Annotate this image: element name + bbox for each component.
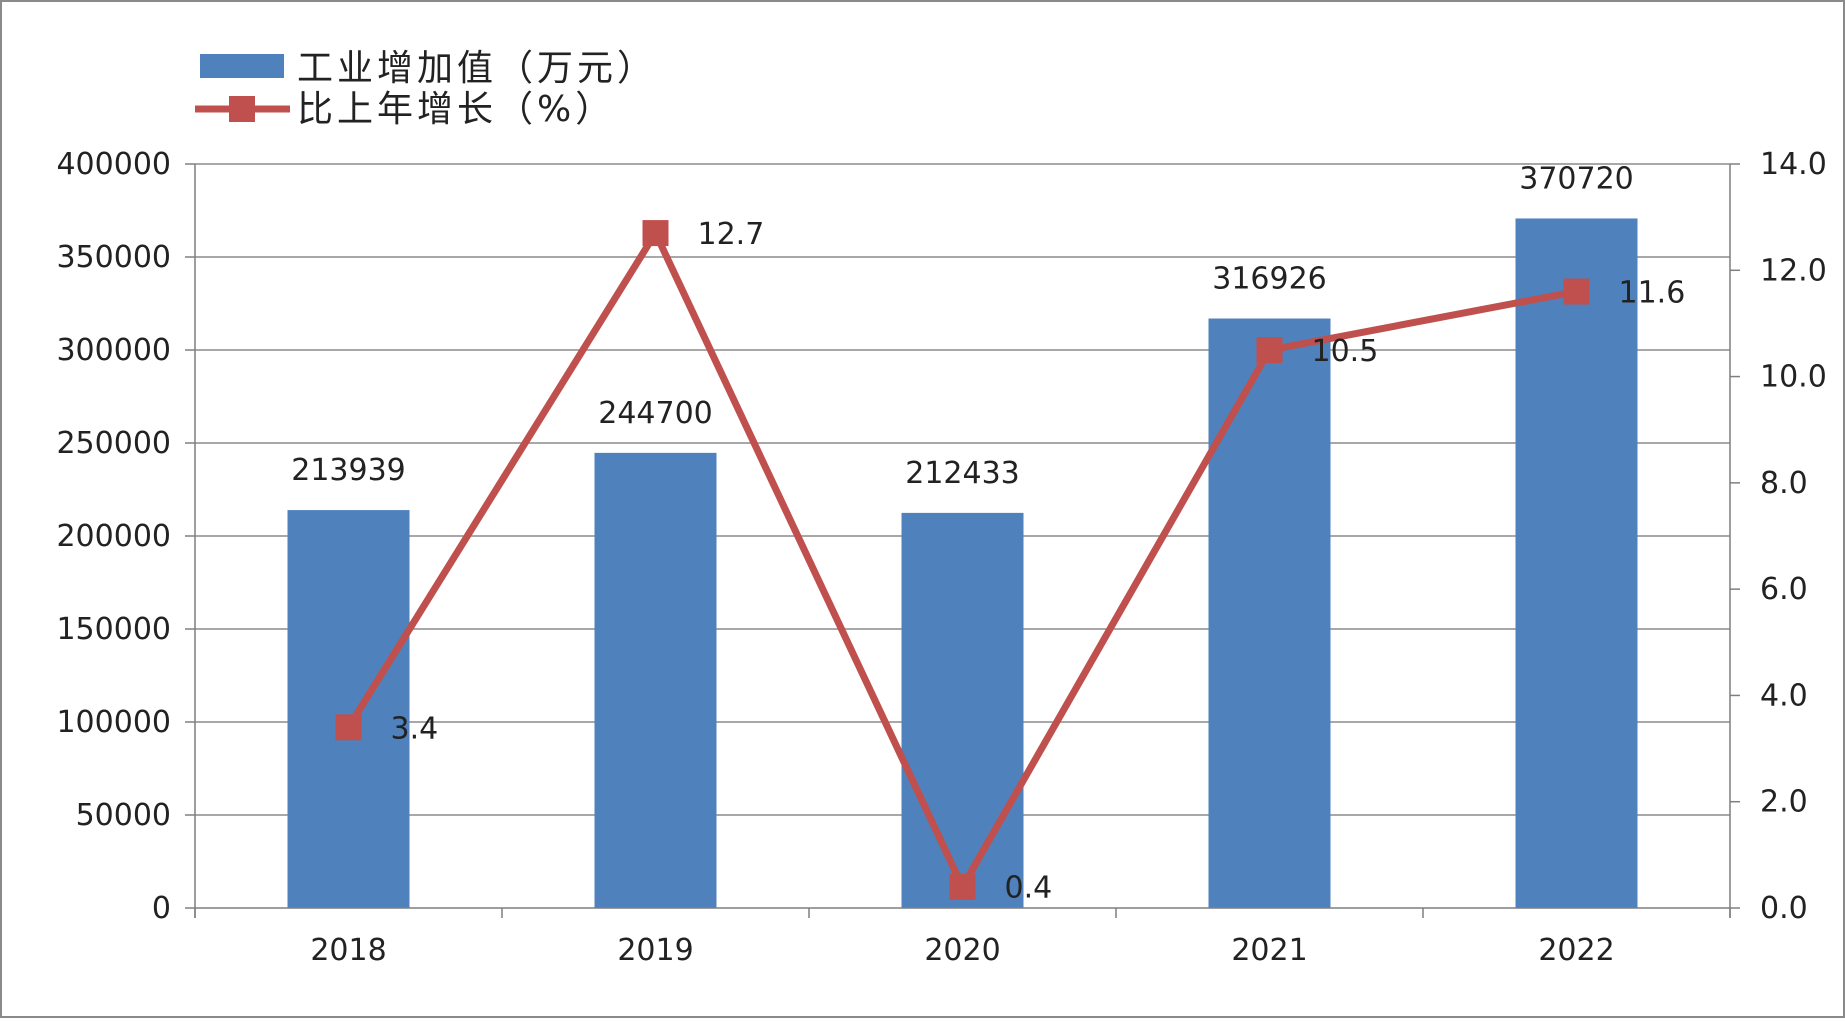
- x-tick-label: 2019: [617, 933, 693, 968]
- y-right-tick-label: 0.0: [1760, 891, 1808, 926]
- y-right-tick-label: 12.0: [1760, 253, 1827, 288]
- y-left-tick-label: 400000: [56, 147, 171, 182]
- legend-bar-label: 工业增加值（万元）: [297, 48, 657, 89]
- bar-value-label: 212433: [905, 456, 1020, 491]
- x-tick-label: 2022: [1538, 933, 1614, 968]
- bar-value-label: 316926: [1212, 262, 1327, 297]
- axes: 0 50000 100000 150000 200000 250000 300000 3500…: [56, 147, 1826, 968]
- line-marker: [642, 220, 669, 247]
- y-right-tick-label: 10.0: [1760, 360, 1827, 395]
- y-right-tick-label: 2.0: [1760, 785, 1808, 820]
- y-right-tick-label: 8.0: [1760, 466, 1808, 501]
- y-left-tick-label: 250000: [56, 426, 171, 461]
- line-value-label: 11.6: [1619, 276, 1686, 311]
- legend-bar-swatch: [200, 54, 284, 78]
- bar-value-label: 244700: [598, 396, 713, 431]
- bar: [1208, 318, 1331, 908]
- x-tick-label: 2020: [924, 933, 1000, 968]
- bar-value-label: 213939: [291, 453, 406, 488]
- line-value-label: 3.4: [391, 711, 439, 746]
- x-tick-label: 2018: [310, 933, 386, 968]
- y-left-tick-label: 150000: [56, 612, 171, 647]
- legend-line-marker: [229, 96, 255, 122]
- line-series: [335, 220, 1590, 900]
- line-marker: [949, 873, 976, 900]
- bar: [1515, 218, 1638, 908]
- line-marker: [1256, 337, 1283, 363]
- bar-value-label: 370720: [1519, 161, 1634, 196]
- legend-line-label: 比上年增长（%）: [297, 89, 615, 130]
- y-right-tick-label: 14.0: [1760, 147, 1827, 182]
- data-labels: 213939 244700 212433 316926 370720 3.4 12.7 0.4…: [291, 161, 1685, 905]
- line-value-label: 12.7: [698, 217, 765, 252]
- legend: 工业增加值（万元） 比上年增长（%）: [195, 48, 657, 130]
- x-tick-label: 2021: [1231, 933, 1307, 968]
- y-right-tick-label: 6.0: [1760, 572, 1808, 607]
- line-marker: [1563, 278, 1590, 305]
- bar: [287, 510, 410, 908]
- y-left-tick-label: 100000: [56, 705, 171, 740]
- y-right-tick-label: 4.0: [1760, 678, 1808, 713]
- line-value-label: 10.5: [1312, 334, 1379, 369]
- y-left-tick-label: 50000: [76, 798, 171, 833]
- bar-series: [287, 218, 1638, 908]
- line-value-label: 0.4: [1005, 871, 1053, 906]
- line-marker: [335, 714, 362, 741]
- y-left-tick-label: 300000: [56, 333, 171, 368]
- y-left-tick-label: 0: [152, 891, 171, 926]
- y-left-tick-label: 200000: [56, 519, 171, 554]
- bar: [594, 452, 717, 908]
- bar: [901, 512, 1024, 908]
- y-left-tick-label: 350000: [56, 240, 171, 275]
